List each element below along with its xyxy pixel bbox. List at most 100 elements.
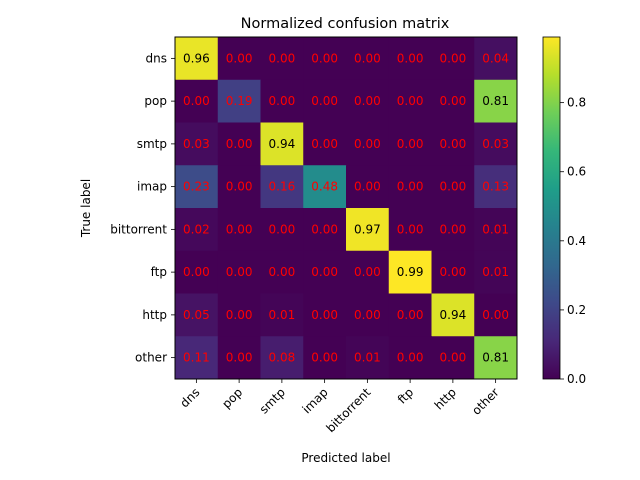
heatmap-cell: [217, 293, 261, 337]
cell-value-label: 0.16: [269, 180, 296, 194]
colorbar: 0.0 0.2 0.4 0.6 0.8: [542, 36, 586, 386]
cell-value-label: 0.19: [226, 94, 253, 108]
cell-value-label: 0.11: [183, 351, 210, 365]
heatmap-cell: [260, 250, 304, 294]
cell-value-label: 0.00: [226, 222, 253, 236]
heatmap-cell: [431, 122, 475, 166]
cell-value-label: 0.00: [440, 265, 467, 279]
cell-value-label: 0.01: [269, 308, 296, 322]
cell-value-label: 0.00: [440, 180, 467, 194]
heatmap-cell: [388, 250, 432, 294]
heatmap-cell: [388, 208, 432, 252]
heatmap-cell: [474, 79, 518, 123]
heatmap-cell: [431, 165, 475, 209]
heatmap-cell: [175, 293, 219, 337]
cell-value-label: 0.00: [397, 94, 424, 108]
y-tick-label: dns: [146, 51, 167, 65]
heatmap-cell: [303, 79, 347, 123]
heatmap-cell: [303, 336, 347, 380]
x-tick-label: imap: [300, 385, 331, 416]
heatmap-cell: [346, 293, 390, 337]
cell-value-label: 0.03: [482, 137, 509, 151]
heatmap-cell: [175, 208, 219, 252]
x-tick-label: ftp: [395, 385, 416, 406]
cell-value-label: 0.00: [440, 222, 467, 236]
x-tick-label: dns: [177, 385, 202, 410]
cell-value-label: 0.00: [226, 308, 253, 322]
cell-value-label: 0.00: [183, 265, 210, 279]
cell-value-label: 0.00: [311, 351, 338, 365]
heatmap-cell: [303, 208, 347, 252]
heatmap-cell: [217, 165, 261, 209]
heatmap-cell: [388, 336, 432, 380]
heatmap-cell: [346, 165, 390, 209]
cell-value-label: 0.02: [183, 222, 210, 236]
colorbar-tick-label: 0.8: [567, 96, 586, 110]
colorbar-gradient: [542, 36, 561, 380]
cell-value-label: 0.00: [397, 51, 424, 65]
x-axis-label: Predicted label: [301, 451, 390, 465]
heatmap-cell: [175, 336, 219, 380]
cell-value-label: 0.00: [311, 265, 338, 279]
heatmap-cell: [303, 37, 347, 81]
colorbar-tick-label: 0.0: [567, 372, 586, 386]
cell-value-label: 0.04: [482, 51, 509, 65]
cell-value-label: 0.00: [397, 351, 424, 365]
cell-value-label: 0.00: [354, 51, 381, 65]
cell-value-label: 0.00: [311, 222, 338, 236]
heatmap-cell: [260, 293, 304, 337]
cell-value-label: 0.00: [226, 351, 253, 365]
heatmap-cell: [474, 250, 518, 294]
heatmap-cell: [260, 165, 304, 209]
heatmap-cell: [431, 208, 475, 252]
cell-value-label: 0.48: [311, 180, 338, 194]
heatmap-cell: [303, 122, 347, 166]
y-axis-label: True label: [79, 179, 93, 238]
heatmap-cell: [175, 37, 219, 81]
cell-value-label: 0.00: [482, 308, 509, 322]
y-tick-label: ftp: [151, 265, 167, 279]
cell-value-label: 0.00: [226, 51, 253, 65]
y-axis-ticks: dns pop smtp imap bittorrent ftp http other: [110, 51, 175, 365]
y-tick-label: bittorrent: [110, 222, 167, 236]
plot-frame: [174, 36, 518, 380]
cell-value-label: 0.00: [226, 137, 253, 151]
heatmap-cell: [474, 293, 518, 337]
heatmap-cell: [175, 79, 219, 123]
heatmap-cell: [260, 336, 304, 380]
cell-value-label: 0.01: [354, 351, 381, 365]
cell-value-label: 0.00: [354, 137, 381, 151]
cell-value-label: 0.00: [311, 94, 338, 108]
cell-value-label: 0.01: [482, 265, 509, 279]
cell-value-label: 0.00: [311, 51, 338, 65]
heatmap-cell: [217, 122, 261, 166]
cell-value-label: 0.00: [269, 51, 296, 65]
heatmap-cell: [346, 79, 390, 123]
x-tick-label: http: [432, 385, 459, 412]
heatmap-cell: [175, 165, 219, 209]
cell-value-label: 0.00: [269, 94, 296, 108]
heatmap-cell: [388, 165, 432, 209]
cell-value-label: 0.00: [397, 180, 424, 194]
cell-value-label: 0.97: [354, 222, 381, 236]
heatmap-cell: [346, 37, 390, 81]
cell-value-label: 0.23: [183, 180, 210, 194]
cell-value-label: 0.81: [482, 94, 509, 108]
heatmap-cell: [431, 250, 475, 294]
colorbar-tick-label: 0.2: [567, 303, 586, 317]
y-tick-label: imap: [137, 180, 167, 194]
heatmap-cell: [474, 122, 518, 166]
heatmap-cell: [346, 336, 390, 380]
y-tick-label: pop: [144, 94, 167, 108]
y-tick-label: other: [135, 351, 167, 365]
heatmap-cell: [260, 79, 304, 123]
cell-value-label: 0.05: [183, 308, 210, 322]
heatmap-cell: [388, 79, 432, 123]
heatmap-cell: [431, 336, 475, 380]
heatmap-cell: [217, 37, 261, 81]
heatmap-cell: [388, 293, 432, 337]
heatmap-cell: [474, 37, 518, 81]
cell-value-label: 0.00: [440, 94, 467, 108]
heatmap-cell: [474, 165, 518, 209]
